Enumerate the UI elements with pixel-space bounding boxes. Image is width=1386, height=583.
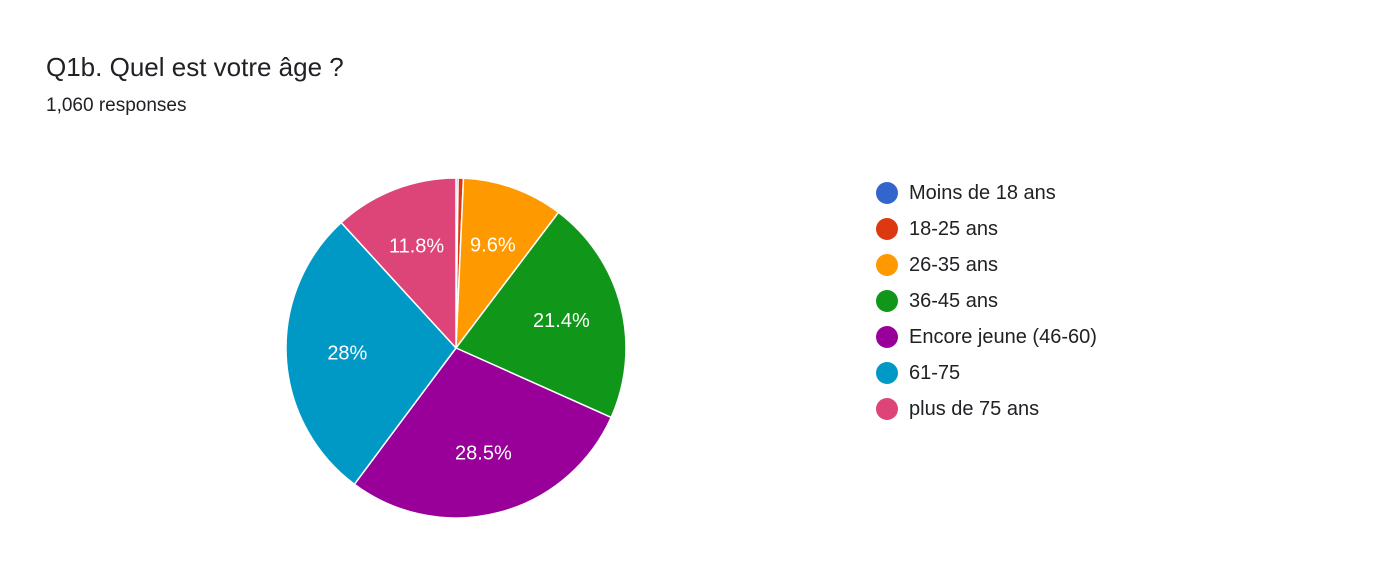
- legend-item[interactable]: 26-35 ans: [876, 247, 1097, 283]
- legend-label: plus de 75 ans: [909, 397, 1040, 420]
- legend-item[interactable]: Encore jeune (46-60): [876, 319, 1097, 355]
- slice-data-label: 11.8%: [389, 236, 444, 258]
- legend-label: Moins de 18 ans: [909, 181, 1056, 204]
- legend-swatch: [876, 218, 898, 240]
- legend-label: Encore jeune (46-60): [909, 325, 1097, 348]
- legend-swatch: [876, 362, 898, 384]
- slice-data-label: 28%: [327, 342, 367, 364]
- legend-swatch: [876, 326, 898, 348]
- pie-slice-61-75[interactable]: [285, 221, 457, 486]
- slice-data-label: 21.4%: [533, 310, 590, 332]
- legend-item[interactable]: 61-75: [876, 355, 1097, 391]
- pie-slice-26-35-ans[interactable]: [455, 177, 560, 349]
- legend-label: 26-35 ans: [909, 253, 998, 276]
- chart-legend: Moins de 18 ans 18-25 ans 26-35 ans 36-45 a…: [876, 175, 1097, 427]
- legend-swatch: [876, 290, 898, 312]
- legend-label: 36-45 ans: [909, 289, 998, 312]
- pie-slice-encore-jeune-46-60[interactable]: [353, 347, 612, 519]
- legend-label: 61-75: [909, 361, 961, 384]
- legend-item[interactable]: plus de 75 ans: [876, 391, 1097, 427]
- legend-swatch: [876, 398, 898, 420]
- legend-item[interactable]: Moins de 18 ans: [876, 175, 1097, 211]
- chart-title: Q1b. Quel est votre âge ?: [46, 52, 344, 82]
- legend-label: 18-25 ans: [909, 217, 998, 240]
- legend-swatch: [876, 254, 898, 276]
- response-count: 1,060 responses: [46, 95, 187, 116]
- pie-slice-plus-de-75-ans[interactable]: [340, 177, 457, 349]
- pie-slice-36-45-ans[interactable]: [455, 211, 627, 419]
- slice-data-label: 28.5%: [455, 442, 512, 464]
- legend-item[interactable]: 36-45 ans: [876, 283, 1097, 319]
- slice-data-label: 9.6%: [470, 235, 516, 257]
- legend-swatch: [876, 182, 898, 204]
- legend-item[interactable]: 18-25 ans: [876, 211, 1097, 247]
